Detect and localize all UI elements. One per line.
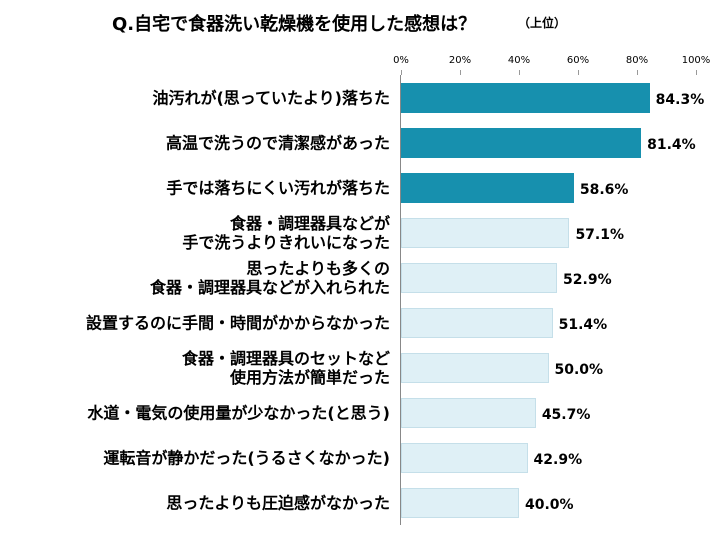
category-label: 油汚れが(思っていたより)落ちた [152,88,390,107]
value-label: 40.0% [523,496,576,513]
bar [401,307,553,338]
y-axis-line [400,75,401,525]
value-label: 45.7% [539,406,593,423]
category-label: 食器・調理器具などが 手で洗うよりきれいになった [182,213,390,252]
x-tick-mark [577,70,579,75]
chart-title: Q.自宅で食器洗い乾燥機を使用した感想は？ [112,14,477,35]
x-tick-mark [459,70,461,75]
bar [401,127,642,158]
value-label: 81.4% [645,136,698,153]
category-label: 手では落ちにくい汚れが落ちた [166,178,390,197]
value-label: 57.1% [573,226,627,243]
category-label: 思ったよりも多くの 食器・調理器具などが入れられた [149,258,390,297]
bar [401,217,570,248]
bar [401,442,528,473]
bar [401,82,650,113]
x-tick-mark [518,70,520,75]
bar [401,487,519,518]
value-label: 42.9% [531,451,585,468]
x-tick-label: 100% [681,55,711,66]
x-tick-label: 0% [393,55,409,66]
category-label: 運転音が静かだった(うるさくなかった) [103,448,390,467]
x-tick-mark [695,70,697,75]
bar [401,172,574,203]
bar [401,397,536,428]
value-label: 51.4% [556,316,610,333]
x-tick-mark [636,70,638,75]
value-label: 58.6% [577,181,631,198]
x-tick-label: 80% [625,55,649,66]
category-label: 思ったよりも圧迫感がなかった [166,493,390,512]
value-label: 84.3% [653,91,707,108]
value-label: 52.9% [561,271,614,288]
x-tick-label: 60% [566,55,590,66]
category-label: 食器・調理器具のセットなど 使用方法が簡単だった [181,348,390,387]
category-label: 水道・電気の使用量が少なかった(と思う) [87,403,390,422]
chart-subtitle: （上位） [518,16,567,30]
category-label: 設置するのに手間・時間がかからなかった [85,313,390,332]
x-tick-mark [400,70,402,75]
x-tick-label: 20% [448,55,472,66]
category-label: 高温で洗うので清潔感があった [165,133,390,152]
value-label: 50.0% [552,361,606,378]
bar [401,352,549,383]
x-tick-label: 40% [507,55,531,66]
bar [401,262,558,293]
